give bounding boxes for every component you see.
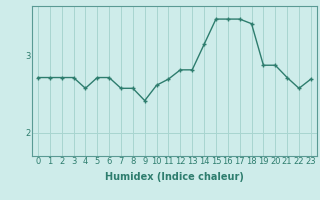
X-axis label: Humidex (Indice chaleur): Humidex (Indice chaleur) [105,172,244,182]
